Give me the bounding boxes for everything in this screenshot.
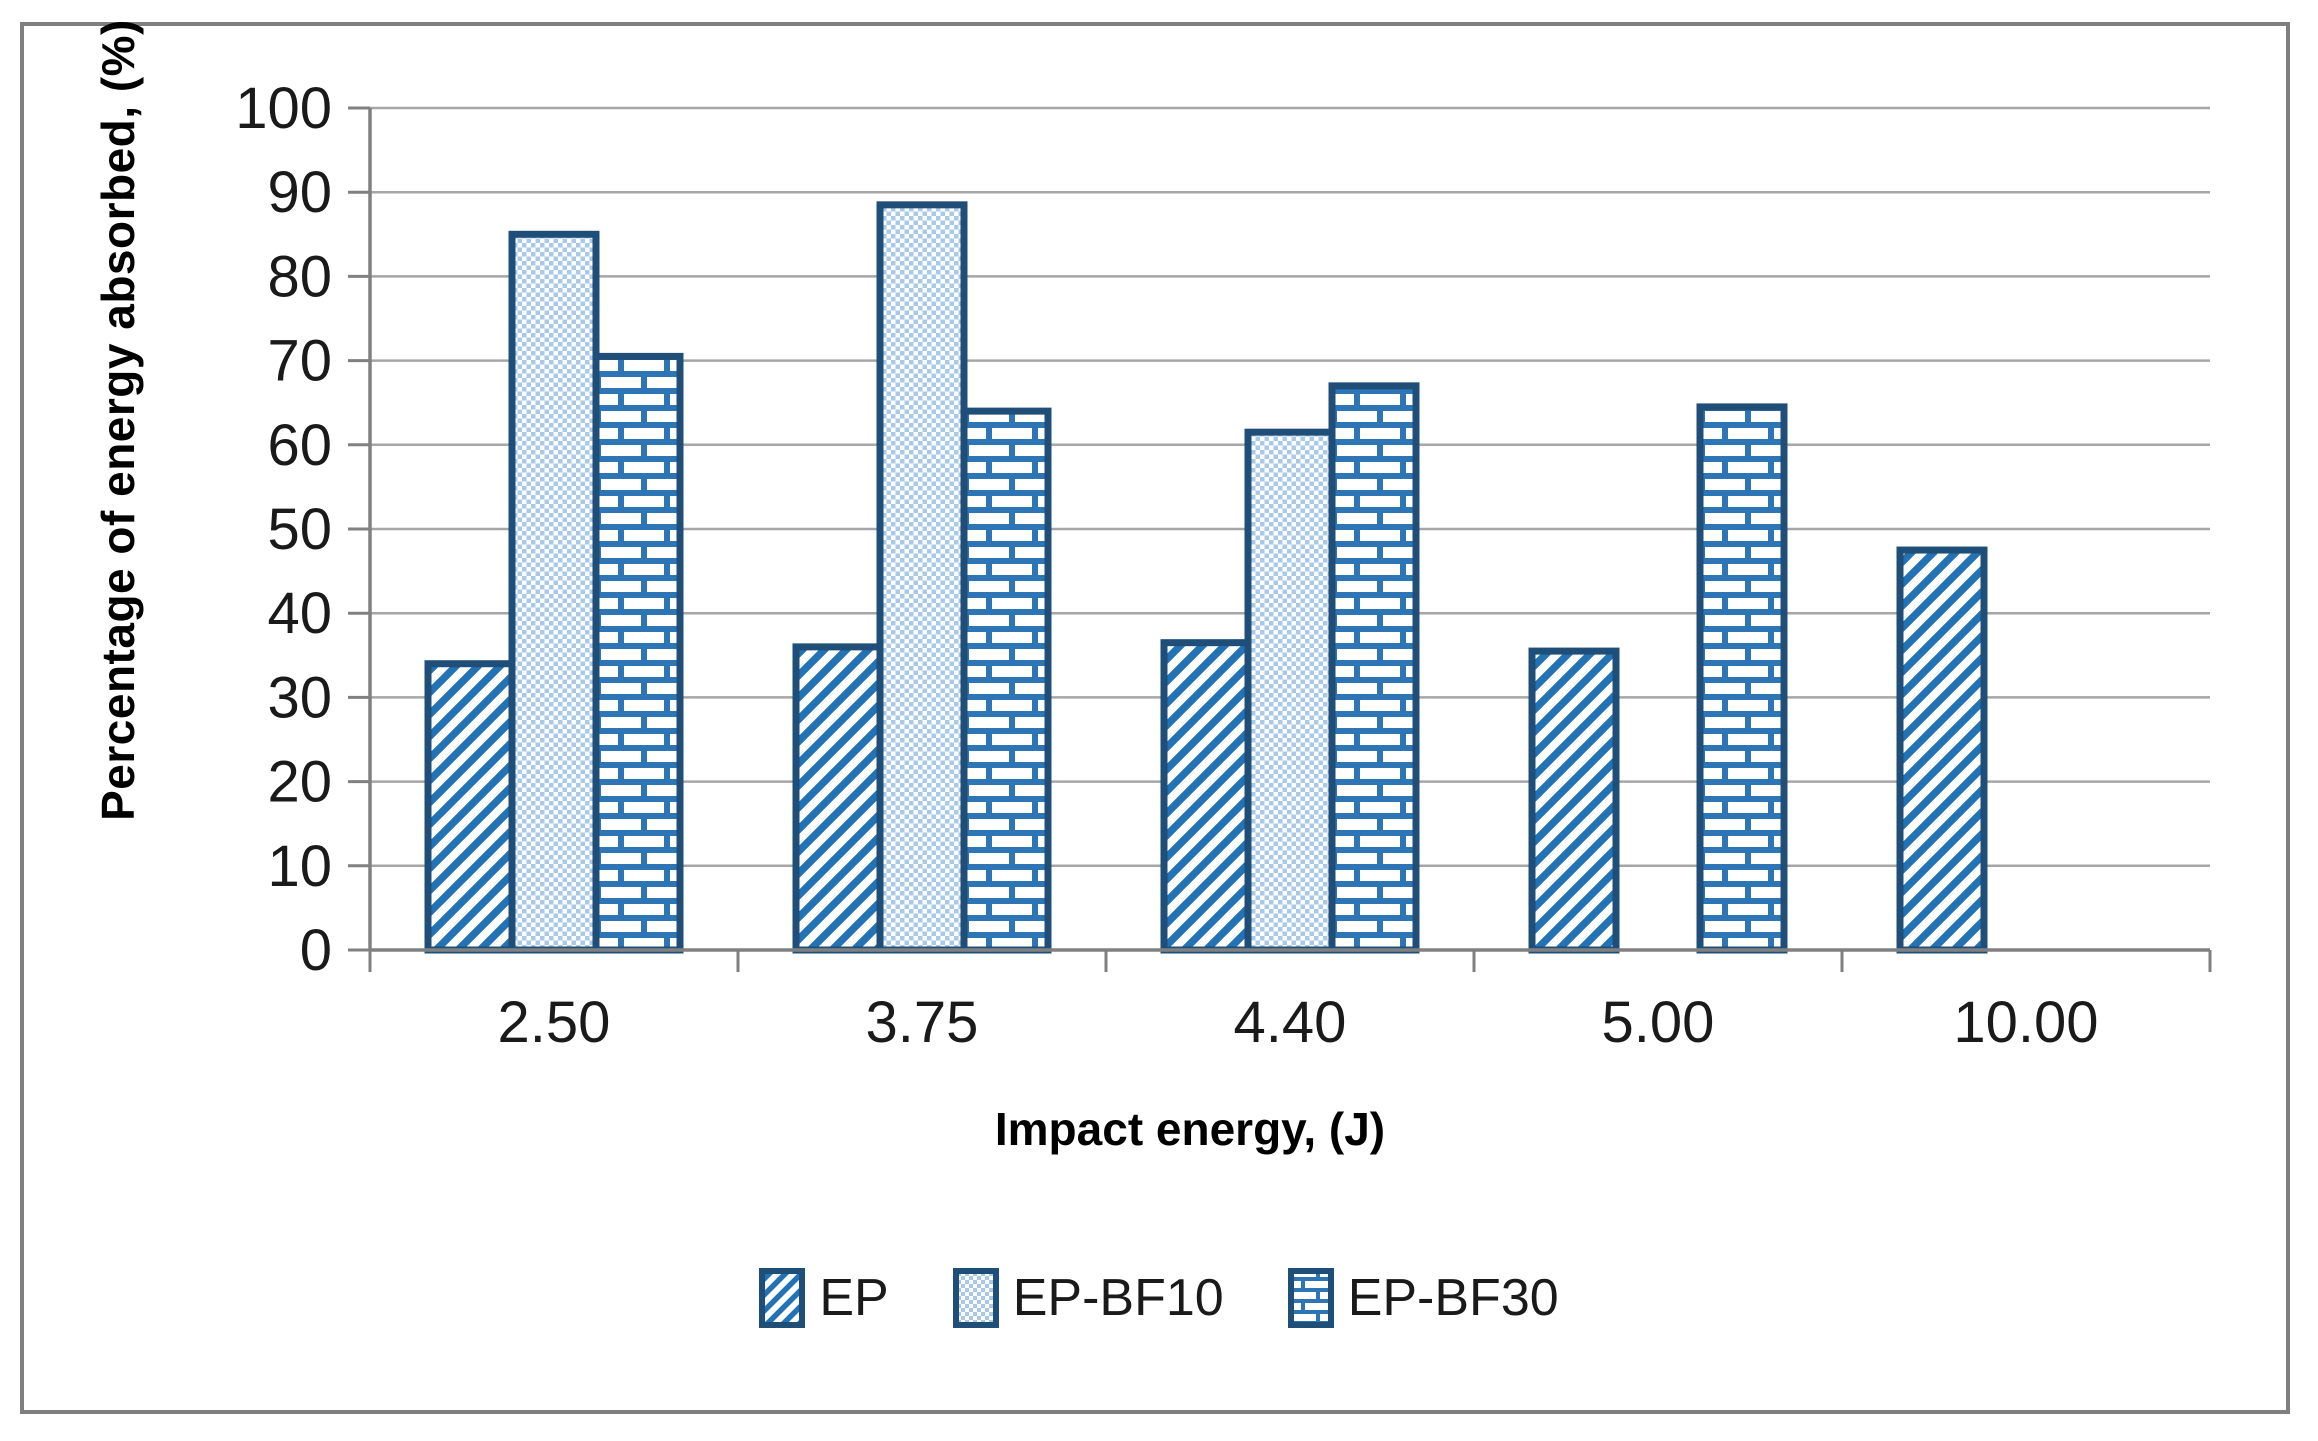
legend: EP EP-BF10 xyxy=(0,1262,2318,1334)
bar-ep-bf30-5.00 xyxy=(1696,403,1788,954)
bar-ep-5.00 xyxy=(1528,647,1620,954)
legend-swatch-dots-icon xyxy=(952,1268,999,1328)
y-axis-title: Percentage of energy absorbed, (%) xyxy=(92,19,144,821)
y-tick-label: 90 xyxy=(267,160,332,225)
y-tick-label: 10 xyxy=(267,834,332,899)
x-tick-label: 10.00 xyxy=(1953,990,2098,1055)
y-tick-label: 70 xyxy=(267,329,332,394)
y-tick-label: 80 xyxy=(267,244,332,309)
legend-label-ep: EP xyxy=(819,1269,889,1327)
x-axis-title: Impact energy, (J) xyxy=(994,1103,1386,1155)
x-tick-label: 3.75 xyxy=(866,990,979,1055)
y-tick-label: 20 xyxy=(267,750,332,815)
bar-ep-3.75 xyxy=(792,643,884,954)
y-tick-label: 40 xyxy=(267,581,332,646)
legend-item-ep-bf30: EP-BF30 xyxy=(1287,1268,1559,1328)
legend-swatch-diagonal-icon xyxy=(759,1268,806,1328)
legend-label-ep-bf10: EP-BF10 xyxy=(1012,1269,1224,1327)
bar-ep-bf30-2.50 xyxy=(592,352,684,954)
legend-label-ep-bf30: EP-BF30 xyxy=(1347,1269,1559,1327)
bar-ep-4.40 xyxy=(1160,639,1252,954)
y-tick-label: 50 xyxy=(267,497,332,562)
legend-item-ep: EP xyxy=(759,1268,889,1328)
bar-ep-bf10-3.75 xyxy=(876,201,968,954)
bar-ep-bf10-2.50 xyxy=(508,230,600,954)
y-tick-label: 100 xyxy=(235,76,332,141)
bar-ep-bf10-4.40 xyxy=(1244,428,1336,954)
x-tick-label: 4.40 xyxy=(1234,990,1347,1055)
legend-item-ep-bf10: EP-BF10 xyxy=(952,1268,1224,1328)
y-tick-label: 0 xyxy=(300,918,332,983)
bar-ep-bf30-4.40 xyxy=(1328,382,1420,954)
x-tick-label: 2.50 xyxy=(498,990,611,1055)
x-tick-label: 5.00 xyxy=(1602,990,1715,1055)
y-tick-label: 30 xyxy=(267,665,332,730)
bar-ep-10.00 xyxy=(1896,546,1988,954)
bar-ep-bf30-3.75 xyxy=(960,407,1052,954)
chart-outer-border xyxy=(20,22,2290,1414)
bar-ep-2.50 xyxy=(424,660,516,954)
legend-swatch-bricks-icon xyxy=(1287,1268,1334,1328)
y-tick-label: 60 xyxy=(267,413,332,478)
